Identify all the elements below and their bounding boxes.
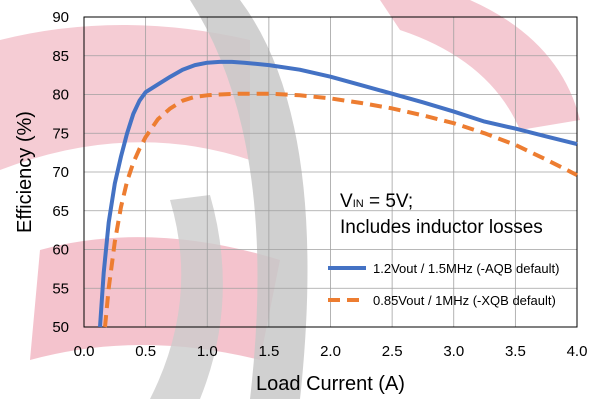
x-tick-label: 1.0 xyxy=(197,343,218,360)
y-tick-label: 80 xyxy=(52,87,69,104)
y-tick-label: 85 xyxy=(52,48,69,65)
x-tick-label: 3.5 xyxy=(505,343,526,360)
x-tick-label: 2.0 xyxy=(320,343,341,360)
x-tick-label: 2.5 xyxy=(382,343,403,360)
x-axis-label: Load Current (A) xyxy=(256,373,405,395)
x-tick-label: 0.0 xyxy=(74,343,95,360)
y-tick-label: 65 xyxy=(52,203,69,220)
series-line-1 xyxy=(98,59,578,328)
x-tick-label: 1.5 xyxy=(258,343,279,360)
background-watermark xyxy=(0,0,580,399)
y-tick-label: 60 xyxy=(52,242,69,259)
legend-label-series-1: 1.2Vout / 1.5MHz (-AQB default) xyxy=(373,261,559,276)
legend-label-series-2: 0.85Vout / 1MHz (-XQB default) xyxy=(373,293,556,308)
x-tick-label: 0.5 xyxy=(135,343,156,360)
x-tick-labels: 0.0 0.5 1.0 1.5 2.0 2.5 3.0 3.5 4.0 xyxy=(74,343,588,360)
annotation-vin-subscript: IN xyxy=(353,198,364,210)
x-tick-label: 4.0 xyxy=(567,343,588,360)
annotation-v: V xyxy=(340,191,353,212)
annotation-losses: Includes inductor losses xyxy=(340,217,543,238)
series-group xyxy=(98,59,578,328)
legend: 1.2Vout / 1.5MHz (-AQB default) 0.85Vout… xyxy=(328,261,559,308)
series-line-2 xyxy=(103,91,578,328)
y-tick-label: 50 xyxy=(52,319,69,336)
x-tick-label: 3.0 xyxy=(443,343,464,360)
y-tick-labels: 50 55 60 65 70 75 80 85 90 xyxy=(52,9,69,336)
y-axis-label: Efficiency (%) xyxy=(14,111,36,233)
annotation-vin: VIN = 5V; xyxy=(340,191,413,212)
y-tick-label: 90 xyxy=(52,9,69,26)
y-tick-label: 75 xyxy=(52,125,69,142)
y-tick-label: 55 xyxy=(52,280,69,297)
plot-frame xyxy=(83,16,578,328)
annotation-vin-value: = 5V; xyxy=(364,191,413,212)
y-tick-label: 70 xyxy=(52,164,69,181)
